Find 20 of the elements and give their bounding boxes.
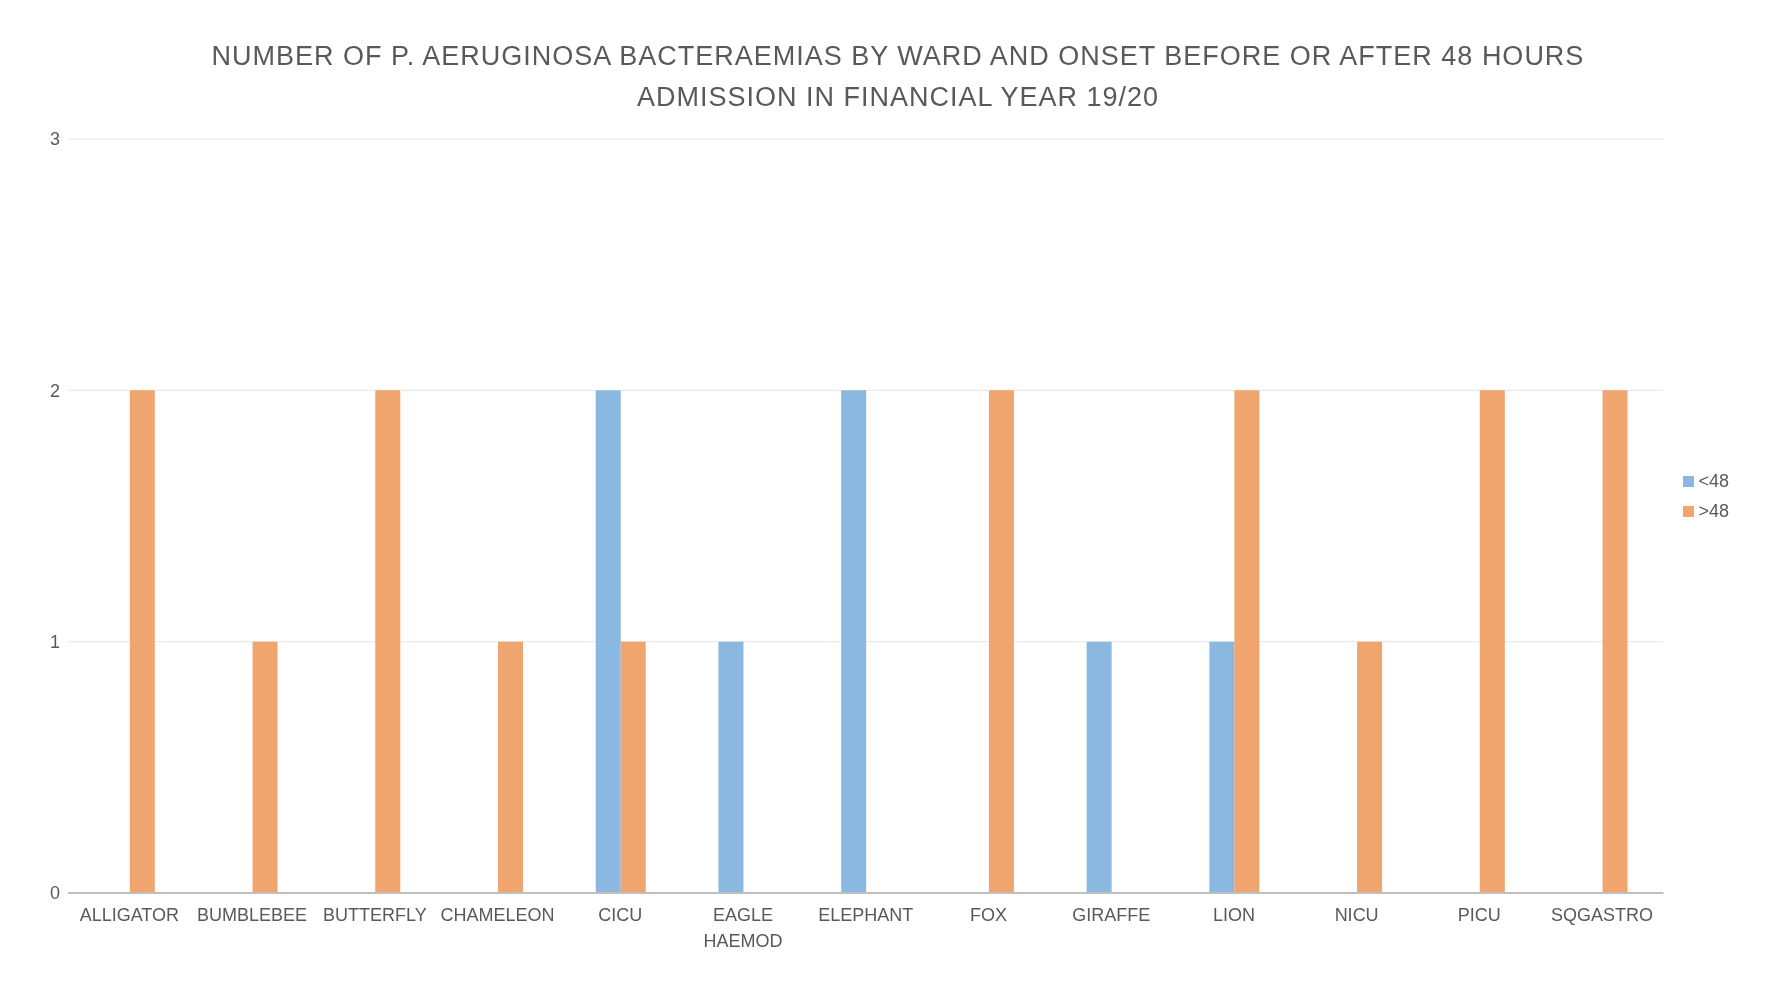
x-tick-label: LION (1212, 905, 1255, 925)
y-tick-label: 1 (49, 632, 60, 653)
x-tick-label: ELEPHANT (818, 905, 914, 925)
chart-title: NUMBER OF P. AERUGINOSA BACTERAEMIAS BY WARD AND ONSET BEFORE OR AFTER 48 HOURS ADMISSION IN FINANCIAL YEAR 19/20 (210, 40, 1586, 114)
x-tick-label: ALLIGATOR (79, 905, 180, 925)
y-tick-label: 0 (49, 883, 60, 904)
x-tick-label: NICU (1334, 905, 1379, 925)
x-tick-label: BUMBLEBEE (197, 905, 308, 925)
legend-label: >48 (1698, 500, 1729, 521)
x-tick-label: GIRAFFE (1072, 905, 1151, 925)
y-tick-label: 3 (49, 129, 60, 150)
x-tick-label: CHAMELEON (440, 905, 555, 925)
x-tick-label: PICU (1457, 905, 1501, 925)
x-tick-label: SQGASTRO (1551, 905, 1654, 925)
x-tick-label: EAGLE HAEMOD (703, 905, 783, 951)
x-tick-label: FOX (969, 905, 1007, 925)
legend-label: <48 (1698, 470, 1729, 491)
x-tick-label: BUTTERFLY (322, 905, 427, 925)
x-tick-label: CICU (598, 905, 643, 925)
y-tick-label: 2 (49, 380, 60, 401)
